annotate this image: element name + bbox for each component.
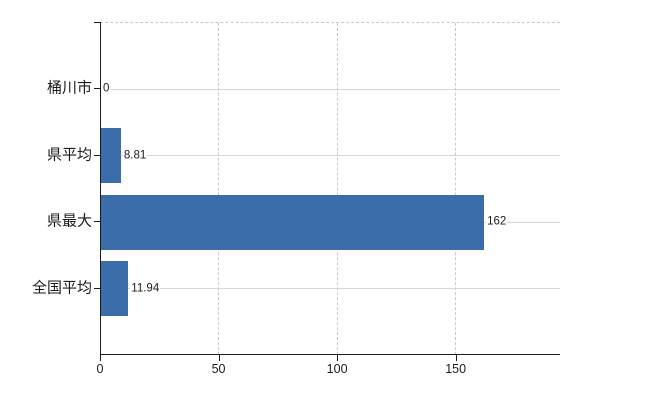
- plot-area: 0 8.81 162 11.94: [100, 22, 560, 355]
- horizontal-gridline: [100, 88, 560, 90]
- x-axis-line: [100, 354, 560, 355]
- horizontal-gridline: [100, 155, 560, 157]
- x-axis-tick-label: 100: [326, 362, 348, 376]
- y-axis-tick: [94, 221, 100, 223]
- y-axis-tick: [94, 22, 100, 23]
- x-axis-tick: [100, 354, 101, 361]
- y-axis-tick: [94, 88, 100, 90]
- x-axis-tick-label: 150: [445, 362, 467, 376]
- bar-value-label: 8.81: [122, 149, 148, 163]
- bar[interactable]: [100, 194, 485, 250]
- bar[interactable]: [100, 261, 129, 317]
- category-label: 桶川市: [46, 79, 92, 97]
- x-axis-tick: [455, 354, 457, 361]
- y-axis-line: [100, 22, 101, 354]
- vertical-gridline: [218, 23, 220, 355]
- vertical-gridline: [336, 23, 338, 355]
- x-axis-tick-label: 0: [96, 362, 104, 376]
- horizontal-gridline: [100, 288, 560, 290]
- bar-value-label: 11.94: [130, 282, 161, 296]
- x-axis-tick: [337, 354, 339, 361]
- category-label: 全国平均: [31, 279, 92, 297]
- x-axis-tick: [218, 354, 220, 361]
- y-axis-tick: [94, 154, 100, 156]
- vertical-gridline: [455, 23, 457, 355]
- bar-value-label: 162: [486, 215, 508, 229]
- y-axis-tick: [94, 287, 100, 289]
- x-axis-tick-label: 50: [211, 362, 226, 376]
- bar[interactable]: [100, 128, 121, 184]
- bar-value-label: 0: [102, 82, 111, 96]
- category-label: 県最大: [46, 212, 92, 230]
- category-label: 県平均: [46, 146, 92, 164]
